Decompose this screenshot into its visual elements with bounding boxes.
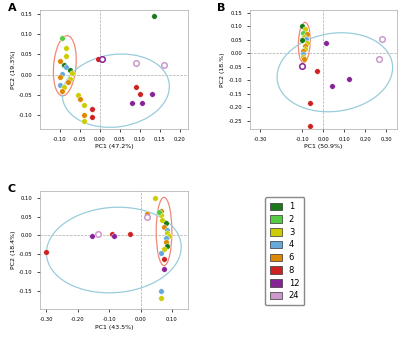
Y-axis label: PC2 (19.3%): PC2 (19.3%)	[11, 50, 16, 89]
X-axis label: PC1 (43.5%): PC1 (43.5%)	[95, 325, 133, 330]
Y-axis label: PC2 (18.4%): PC2 (18.4%)	[11, 231, 16, 269]
Legend: 1, 2, 3, 4, 6, 8, 12, 24: 1, 2, 3, 4, 6, 8, 12, 24	[265, 197, 304, 305]
Text: A: A	[8, 3, 16, 13]
Y-axis label: PC2 (18.%): PC2 (18.%)	[221, 52, 225, 87]
X-axis label: PC1 (50.9%): PC1 (50.9%)	[304, 144, 342, 149]
Text: C: C	[8, 184, 16, 193]
Text: B: B	[217, 3, 225, 13]
X-axis label: PC1 (47.2%): PC1 (47.2%)	[95, 144, 133, 149]
